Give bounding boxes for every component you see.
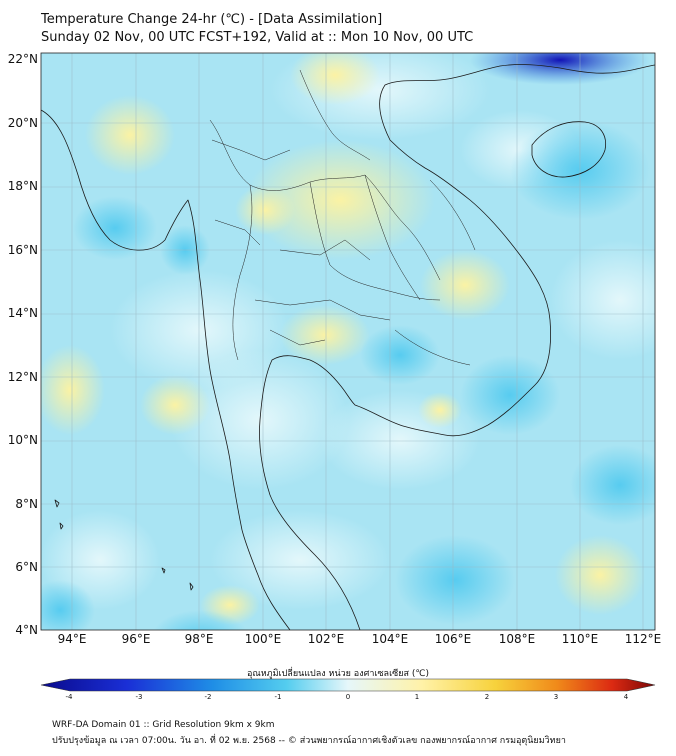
lat-label: 12°N xyxy=(7,370,38,384)
temperature-field xyxy=(41,53,655,630)
lon-label: 110°E xyxy=(561,632,599,646)
lat-label: 20°N xyxy=(7,116,38,130)
lon-label: 94°E xyxy=(57,632,87,646)
temperature-change-map xyxy=(40,52,656,631)
map-graticule xyxy=(41,53,655,630)
map-frame xyxy=(40,52,656,631)
lat-label: 8°N xyxy=(15,497,38,511)
lat-label: 10°N xyxy=(7,433,38,447)
footer-credit: ปรับปรุงข้อมูล ณ เวลา 07:00น. วัน อา. ที… xyxy=(52,736,566,746)
lat-label: 6°N xyxy=(15,560,38,574)
lon-label: 102°E xyxy=(307,632,345,646)
peninsula-west-coast xyxy=(241,529,291,630)
lon-label: 100°E xyxy=(244,632,282,646)
colorbar-tick: 4 xyxy=(623,693,629,701)
colorbar-gradient xyxy=(40,678,656,692)
lat-label: 14°N xyxy=(7,306,38,320)
myanmar-coast xyxy=(41,109,243,531)
chart-title: Temperature Change 24-hr (℃) - [Data Ass… xyxy=(41,12,383,27)
coastlines xyxy=(41,64,655,630)
chart-subtitle: Sunday 02 Nov, 00 UTC FCST+192, Valid at… xyxy=(41,30,474,45)
hainan-island xyxy=(531,121,607,178)
colorbar-title: อุณหภูมิเปลี่ยนแปลง หน่วย องศาเซลเซียส (… xyxy=(246,669,430,679)
colorbar-tick: 2 xyxy=(484,693,490,701)
lat-label: 18°N xyxy=(7,179,38,193)
lat-label: 4°N xyxy=(15,623,38,637)
lon-label: 104°E xyxy=(371,632,409,646)
lon-label: 96°E xyxy=(121,632,151,646)
gulf-and-vietnam-coast xyxy=(259,64,655,630)
colorbar xyxy=(40,678,656,692)
colorbar-tick: -2 xyxy=(204,693,212,701)
colorbar-tick: -3 xyxy=(135,693,143,701)
colorbar-tick: 1 xyxy=(414,693,420,701)
lon-label: 98°E xyxy=(184,632,214,646)
lon-label: 112°E xyxy=(624,632,662,646)
colorbar-tick: -4 xyxy=(65,693,73,701)
lat-label: 22°N xyxy=(7,52,38,66)
lon-label: 106°E xyxy=(434,632,472,646)
admin-borders xyxy=(209,69,476,366)
colorbar-tick: 3 xyxy=(553,693,559,701)
footer-model-info: WRF-DA Domain 01 :: Grid Resolution 9km … xyxy=(52,720,275,730)
lon-label: 108°E xyxy=(498,632,536,646)
colorbar-tick: 0 xyxy=(345,693,351,701)
lat-label: 16°N xyxy=(7,243,38,257)
colorbar-tick: -1 xyxy=(274,693,282,701)
